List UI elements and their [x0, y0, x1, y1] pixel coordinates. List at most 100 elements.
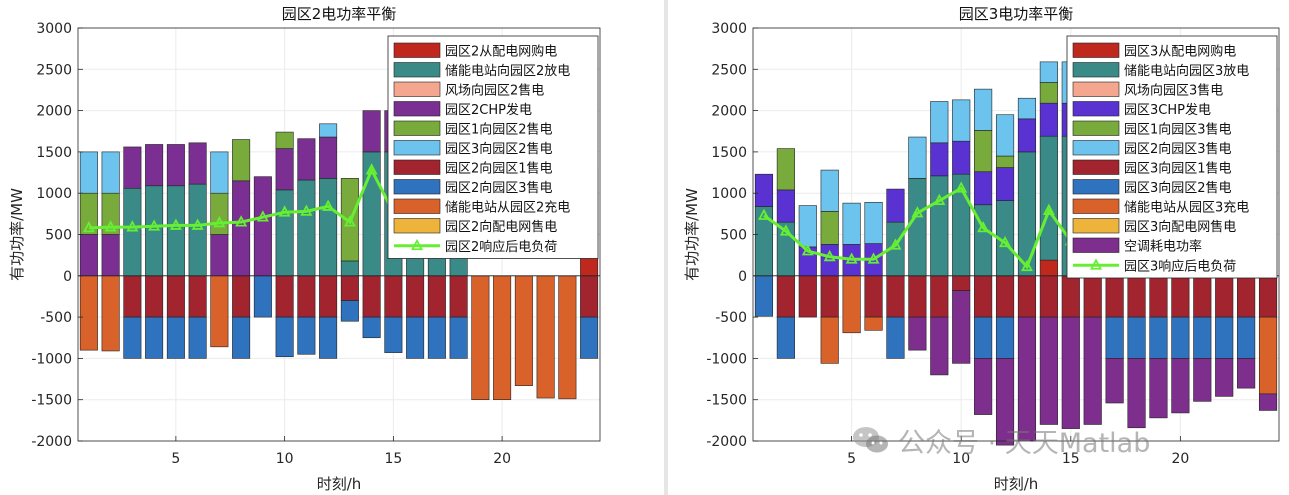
chart-title: 园区2电功率平衡: [282, 5, 397, 23]
bar-segment: [1215, 358, 1234, 397]
bar-segment: [558, 275, 577, 400]
bar-segment: [362, 316, 381, 339]
y-tick-label: 1500: [711, 145, 747, 161]
bar-segment: [275, 275, 294, 318]
y-tick-label: 3000: [711, 21, 747, 37]
bar-segment: [886, 275, 905, 318]
bar-segment: [776, 189, 795, 223]
bar-segment: [145, 316, 164, 359]
bar-segment: [1193, 275, 1212, 318]
bar-segment: [1258, 393, 1278, 411]
bar-segment: [974, 358, 993, 415]
bar-segment: [974, 88, 993, 131]
load-marker: [126, 220, 139, 232]
load-marker: [867, 252, 880, 264]
load-marker: [82, 220, 95, 233]
legend-label: 园区2向园区1售电: [445, 161, 553, 177]
y-tick-label: -1000: [706, 351, 747, 367]
y-tick-label: -500: [715, 310, 747, 326]
bar-segment: [1105, 358, 1124, 404]
bar-segment: [493, 275, 512, 400]
bar-segment: [1039, 275, 1058, 318]
legend-swatch: [1072, 101, 1120, 117]
bar-segment: [145, 144, 164, 187]
legend-swatch: [1072, 218, 1120, 234]
y-tick-label: 2000: [36, 104, 72, 120]
legend-label: 园区3响应后电负荷: [1124, 258, 1236, 274]
bar-segment: [952, 290, 971, 364]
bar-segment: [275, 148, 294, 191]
bar-segment: [210, 275, 229, 348]
bar-segment: [974, 130, 993, 173]
legend-swatch: [393, 218, 441, 234]
bar-segment: [754, 173, 774, 207]
bar-segment: [145, 275, 164, 318]
legend-swatch: [393, 198, 441, 214]
bar-segment: [930, 101, 949, 144]
bar-segment: [79, 234, 98, 277]
load-marker: [300, 204, 313, 216]
bar-segment: [952, 140, 971, 175]
bar-segment: [886, 316, 905, 359]
bar-segment: [319, 275, 338, 318]
bar-segment: [864, 316, 883, 331]
bar-segment: [232, 316, 251, 359]
legend-label: 园区3CHP发电: [1124, 102, 1211, 118]
bar-segment: [253, 176, 272, 277]
bar-segment: [123, 316, 142, 359]
legend-swatch: [1072, 140, 1120, 156]
bar-segment: [1017, 151, 1037, 277]
bar-segment: [210, 151, 229, 194]
bar-segment: [297, 138, 316, 181]
bar-segment: [188, 275, 207, 318]
load-marker: [911, 206, 924, 218]
y-tick-label: 3000: [36, 21, 72, 37]
bar-segment: [1171, 358, 1190, 414]
y-tick-label: -1500: [706, 393, 747, 409]
load-marker: [801, 244, 814, 256]
bar-segment: [995, 275, 1015, 318]
bar-segment: [362, 110, 381, 153]
legend-label: 风场向园区3售电: [1124, 83, 1223, 99]
bar-segment: [930, 142, 949, 177]
legend-label: 园区3向园区2售电: [445, 141, 553, 157]
bar-segment: [427, 316, 446, 359]
y-tick-label: -1500: [31, 393, 72, 409]
bar-segment: [1105, 316, 1124, 359]
bar-segment: [820, 169, 839, 212]
bar-segment: [123, 187, 142, 277]
bar-segment: [1039, 61, 1058, 83]
bar-segment: [1017, 97, 1037, 120]
bar-segment: [1193, 316, 1212, 359]
bar-segment: [232, 275, 251, 318]
load-marker: [757, 208, 770, 220]
bar-segment: [232, 180, 251, 277]
bar-segment: [210, 234, 229, 277]
bar-segment: [340, 260, 359, 277]
bar-segment: [297, 179, 316, 277]
legend-swatch: [1072, 237, 1120, 253]
legend-label: 风场向园区2售电: [445, 83, 544, 99]
bar-segment: [864, 275, 883, 318]
load-marker: [889, 238, 902, 250]
chart-park3-power-balance: -2000 -1500 -1000 -500 0 500 1000 1500 2000 2500 3…: [683, 5, 1280, 493]
y-tick-label: 2500: [711, 62, 747, 78]
bar-segment: [449, 316, 468, 359]
bar-segment: [1237, 275, 1256, 318]
x-tick-label: 20: [1171, 451, 1189, 467]
legend-swatch: [393, 120, 441, 136]
bar-segment: [384, 316, 403, 353]
legend-swatch: [1072, 42, 1120, 58]
legend-label: 园区1向园区3售电: [1124, 122, 1232, 138]
legend-swatch: [1072, 179, 1120, 195]
x-axis-label: 时刻/h: [317, 475, 362, 493]
load-marker: [169, 218, 182, 230]
bar-segment: [166, 275, 185, 318]
bar-segment: [406, 316, 425, 359]
bar-segment: [1039, 102, 1058, 137]
x-tick-label: 15: [1062, 451, 1080, 467]
legend-line-marker: [1090, 258, 1102, 270]
bar-segment: [188, 316, 207, 359]
bar-segment: [1127, 358, 1146, 429]
bar-segment: [166, 144, 185, 187]
